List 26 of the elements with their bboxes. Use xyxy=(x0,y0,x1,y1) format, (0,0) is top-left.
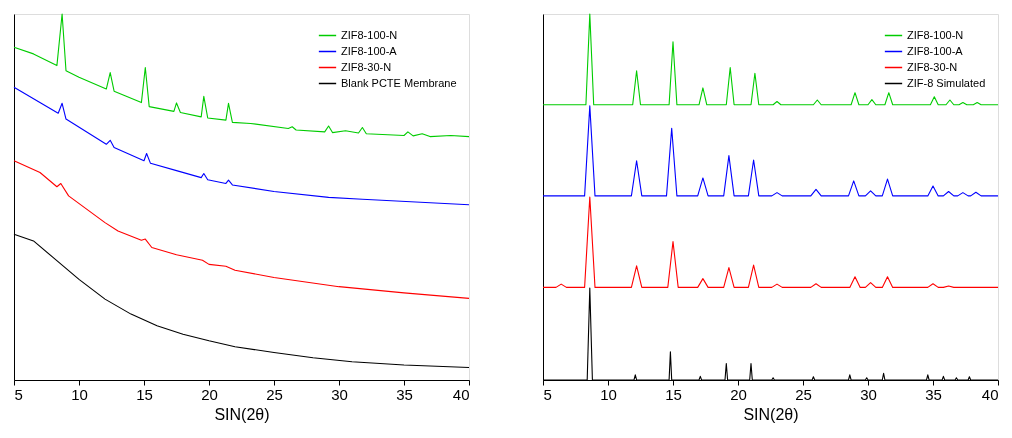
legend-label: ZIF8-30-N xyxy=(907,60,958,73)
legend-label: ZIF8-100-A xyxy=(341,44,398,57)
x-tick-label: 5 xyxy=(14,385,23,403)
x-axis-title: SIN(2θ) xyxy=(214,405,270,423)
x-tick-label: 30 xyxy=(331,385,348,403)
legend-label: ZIF8-100-N xyxy=(341,28,398,41)
x-tick-label: 30 xyxy=(860,385,877,403)
legend-label: ZIF8-100-N xyxy=(907,28,964,41)
legend-label: ZIF8-30-N xyxy=(341,60,392,73)
x-tick-label: 15 xyxy=(136,385,153,403)
x-tick-label: 15 xyxy=(665,385,682,403)
x-tick-label: 40 xyxy=(452,385,470,403)
x-tick-label: 5 xyxy=(543,385,552,403)
x-tick-label: 25 xyxy=(266,385,283,403)
legend-label: ZIF8-100-A xyxy=(907,44,964,57)
x-tick-label: 20 xyxy=(201,385,218,403)
legend-label: Blank PCTE Membrane xyxy=(341,76,457,89)
x-tick-label: 10 xyxy=(600,385,617,403)
x-axis-title: SIN(2θ) xyxy=(743,405,799,423)
x-tick-label: 20 xyxy=(730,385,747,403)
x-tick-label: 35 xyxy=(925,385,942,403)
x-tick-label: 35 xyxy=(396,385,413,403)
x-tick-label: 40 xyxy=(981,385,999,403)
x-tick-label: 10 xyxy=(71,385,88,403)
legend-label: ZIF-8 Simulated xyxy=(907,76,986,89)
x-tick-label: 25 xyxy=(795,385,812,403)
